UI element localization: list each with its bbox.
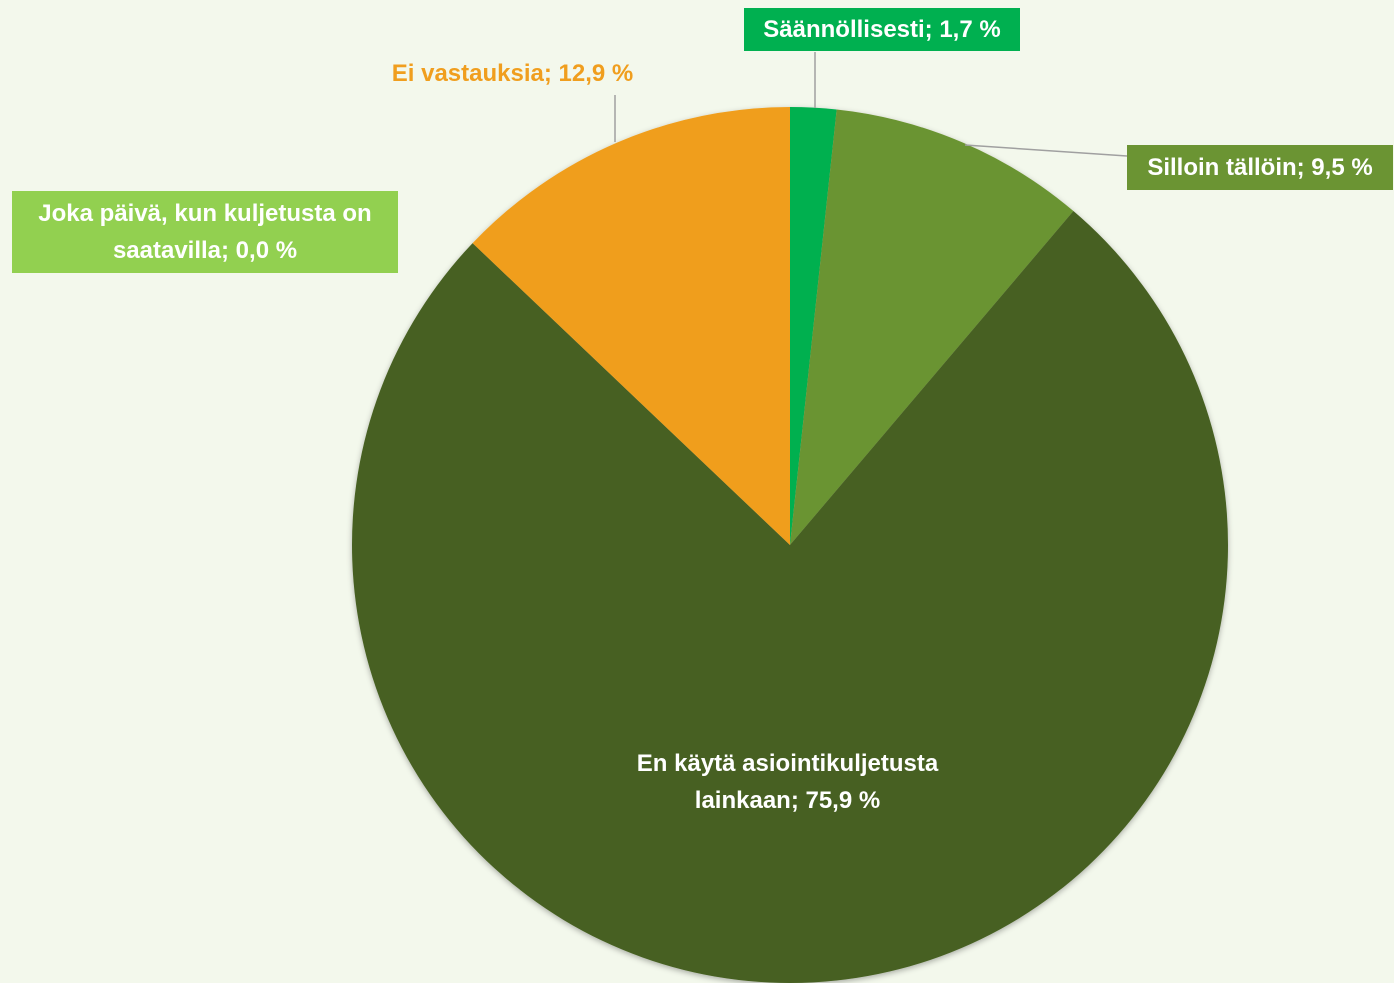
data-label: En käytä asiointikuljetusta lainkaan; 75… (636, 750, 939, 814)
data-label: Joka päivä, kun kuljetusta on saatavilla… (12, 191, 398, 273)
leader-line (964, 144, 1128, 157)
data-label: Silloin tällöin; 9,5 % (1127, 145, 1393, 190)
pie-slice (352, 211, 1228, 983)
slices (352, 107, 1228, 983)
pie-slice (472, 107, 790, 545)
data-label: Säännöllisesti; 1,7 % (744, 8, 1020, 51)
pie-slice (790, 109, 1074, 546)
data-label: Ei vastauksia; 12,9 % (391, 60, 634, 87)
pie-slice (790, 107, 837, 545)
